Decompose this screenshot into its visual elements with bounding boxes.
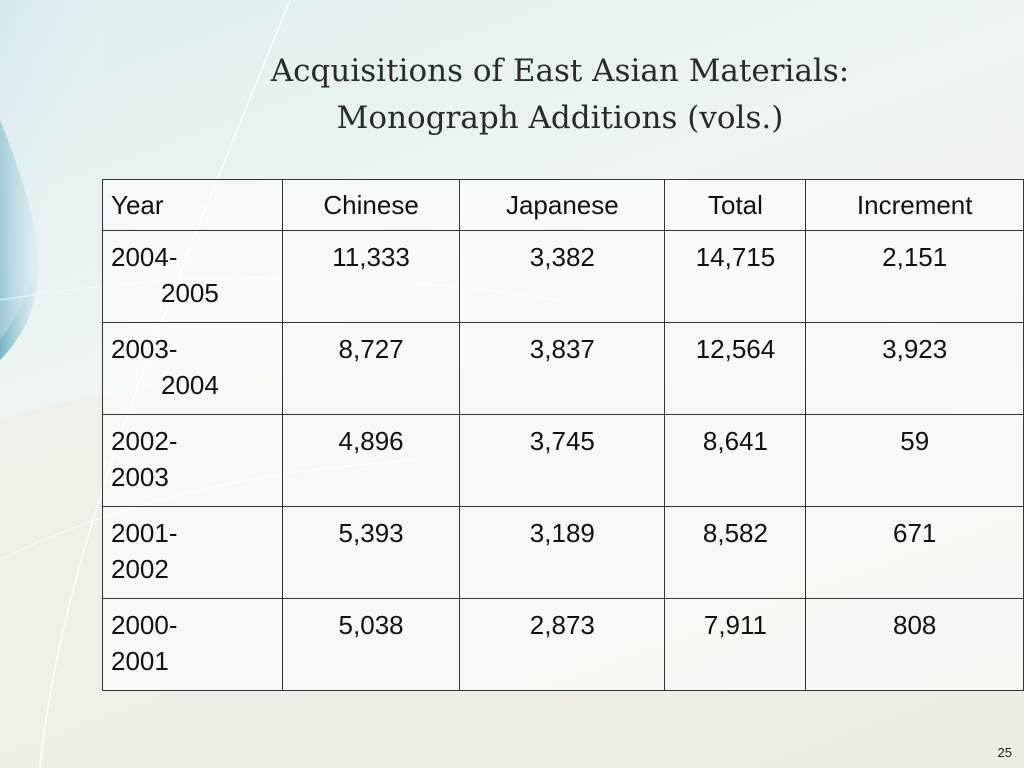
year-start: 2002- — [111, 426, 178, 456]
year-end: 2005 — [161, 278, 219, 308]
table-row: 2003- 2004 8,727 3,837 12,564 3,923 — [102, 322, 1024, 415]
year-start: 2004- — [111, 242, 178, 272]
cell-increment: 671 — [805, 506, 1024, 599]
cell-total: 14,715 — [664, 230, 807, 323]
table-row: 2004- 2005 11,333 3,382 14,715 2,151 — [102, 230, 1024, 323]
header-total: Total — [664, 179, 807, 231]
cell-chinese: 4,896 — [281, 414, 461, 507]
cell-total: 7,911 — [664, 598, 807, 691]
table-row: 2001- 2002 5,393 3,189 8,582 671 — [102, 506, 1024, 599]
cell-total: 8,641 — [664, 414, 807, 507]
cell-total: 12,564 — [664, 322, 807, 415]
cell-chinese: 5,038 — [281, 598, 461, 691]
year-end: 2002 — [111, 554, 169, 584]
cell-year: 2001- 2002 — [102, 506, 283, 599]
cell-increment: 59 — [805, 414, 1024, 507]
cell-japanese: 3,382 — [459, 230, 666, 323]
title-line-2: Monograph Additions (vols.) — [336, 100, 784, 136]
cell-increment: 2,151 — [805, 230, 1024, 323]
cell-chinese: 5,393 — [281, 506, 461, 599]
table-row: 2000- 2001 5,038 2,873 7,911 808 — [102, 598, 1024, 691]
acquisitions-table-container: Year Chinese Japanese Total Increment 20… — [102, 179, 1024, 691]
slide-title: Acquisitions of East Asian Materials: Mo… — [160, 48, 960, 142]
header-chinese: Chinese — [281, 179, 461, 231]
cell-year: 2003- 2004 — [102, 322, 283, 415]
header-japanese: Japanese — [459, 179, 666, 231]
cell-chinese: 8,727 — [281, 322, 461, 415]
year-end: 2001 — [111, 646, 169, 676]
cell-increment: 3,923 — [805, 322, 1024, 415]
cell-japanese: 3,745 — [459, 414, 666, 507]
cell-increment: 808 — [805, 598, 1024, 691]
year-end: 2003 — [111, 462, 169, 492]
year-start: 2003- — [111, 334, 178, 364]
table-row: 2002- 2003 4,896 3,745 8,641 59 — [102, 414, 1024, 507]
page-number: 25 — [997, 745, 1012, 760]
year-start: 2000- — [111, 610, 178, 640]
cell-japanese: 3,189 — [459, 506, 666, 599]
acquisitions-table: Year Chinese Japanese Total Increment 20… — [102, 179, 1024, 691]
header-year: Year — [102, 179, 283, 231]
header-increment: Increment — [805, 179, 1024, 231]
cell-year: 2000- 2001 — [102, 598, 283, 691]
cell-japanese: 3,837 — [459, 322, 666, 415]
table-header-row: Year Chinese Japanese Total Increment — [102, 179, 1024, 231]
year-start: 2001- — [111, 518, 178, 548]
cell-year: 2002- 2003 — [102, 414, 283, 507]
title-line-1: Acquisitions of East Asian Materials: — [270, 53, 850, 89]
cell-japanese: 2,873 — [459, 598, 666, 691]
cell-chinese: 11,333 — [281, 230, 461, 323]
year-end: 2004 — [161, 370, 219, 400]
cell-year: 2004- 2005 — [102, 230, 283, 323]
cell-total: 8,582 — [664, 506, 807, 599]
